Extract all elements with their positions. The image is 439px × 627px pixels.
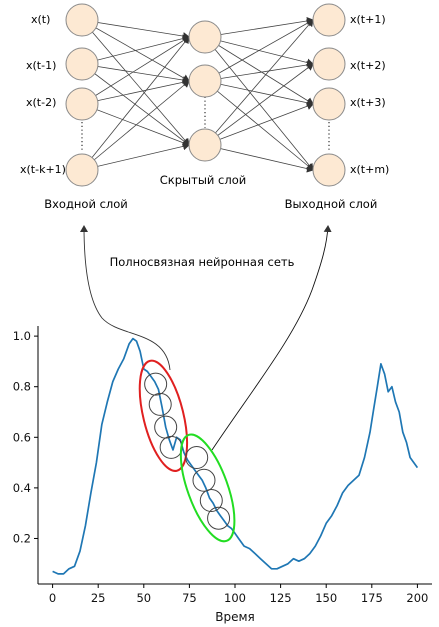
edge-input-2-hidden-2	[81, 103, 190, 147]
x-axis-label: Время	[215, 610, 255, 624]
output-window-arrow	[211, 225, 332, 451]
input-window-arrow	[80, 225, 171, 371]
y-tick-label-0.6: 0.6	[13, 430, 31, 444]
x-tick-label-100: 100	[224, 591, 246, 605]
network-nodes	[65, 3, 346, 187]
ellipsis-dots	[81, 93, 330, 152]
edge-input-3-hidden-1	[81, 80, 190, 171]
output-window-point-3	[207, 506, 231, 530]
input-label-3: x(t-k+1)	[20, 163, 66, 176]
output-label-0: x(t+1)	[350, 13, 386, 26]
edge-hidden-1-output-1	[204, 60, 314, 82]
edge-input-3-hidden-0	[81, 36, 190, 171]
y-tick-label-0.4: 0.4	[13, 481, 31, 495]
y-tick-label-0.8: 0.8	[13, 380, 31, 394]
time-series-chart: 0 25 50 75 100 125 150 175 200 0.2 0.4 0.6 0.8 1.0 Вр…	[13, 326, 432, 624]
edge-input-3-hidden-2	[81, 142, 190, 171]
output-label-3: x(t+m)	[350, 163, 389, 176]
output-node-2	[312, 87, 346, 121]
edge-input-1-hidden-1	[81, 63, 190, 85]
hidden-node-1	[188, 64, 222, 98]
x-tick-label-125: 125	[270, 591, 292, 605]
output-layer-label: Выходной слой	[285, 197, 378, 211]
network-connections	[81, 16, 314, 173]
input-node-1	[65, 47, 99, 81]
input-node-3	[65, 153, 99, 187]
edge-hidden-1-output-3	[204, 80, 314, 171]
output-node-0	[312, 3, 346, 37]
x-tick-label-25: 25	[91, 591, 106, 605]
x-tick-label-50: 50	[136, 591, 151, 605]
output-window-point-2	[199, 489, 223, 513]
input-node-2	[65, 87, 99, 121]
y-tick-label-0.2: 0.2	[13, 531, 31, 545]
x-tick-label-75: 75	[182, 591, 197, 605]
y-tick-label-1: 1.0	[13, 329, 31, 343]
output-window-ellipse	[179, 433, 236, 543]
output-node-3	[312, 153, 346, 187]
edge-hidden-2-output-0	[204, 19, 314, 146]
edge-hidden-2-output-3	[204, 144, 314, 173]
output-node-1	[312, 47, 346, 81]
input-window-point-3	[159, 435, 183, 459]
hidden-node-2	[188, 128, 222, 162]
output-label-2: x(t+3)	[350, 96, 386, 109]
input-label-0: x(t)	[31, 13, 50, 26]
chart-ticks: 0 25 50 75 100 125 150 175 200 0.2 0.4 0.6 0.8 1.0	[13, 329, 429, 605]
x-tick-label-200: 200	[406, 591, 428, 605]
edge-hidden-0-output-2	[204, 36, 314, 105]
hidden-layer-label: Скрытый слой	[160, 173, 246, 187]
hidden-node-0	[188, 20, 222, 54]
edge-hidden-0-output-0	[204, 16, 314, 38]
edge-input-2-hidden-0	[81, 36, 190, 105]
x-tick-label-150: 150	[315, 591, 337, 605]
output-window-point-1	[192, 468, 216, 492]
edge-hidden-1-output-0	[204, 19, 314, 82]
network-title: Полносвязная нейронная сеть	[110, 255, 295, 269]
output-window-point-0	[185, 446, 209, 470]
input-label-1: x(t-1)	[26, 59, 56, 72]
input-layer-label: Входной слой	[44, 197, 128, 211]
sliding-windows	[138, 359, 236, 543]
output-label-1: x(t+2)	[350, 59, 386, 72]
series-line	[52, 337, 419, 575]
edge-input-1-hidden-0	[81, 34, 190, 65]
edge-hidden-2-output-2	[204, 102, 314, 146]
input-node-0	[65, 3, 99, 37]
input-label-2: x(t-2)	[26, 96, 56, 109]
input-window-point-0	[144, 372, 168, 396]
input-window-point-1	[148, 392, 172, 416]
x-tick-label-0: 0	[49, 591, 56, 605]
edge-input-2-hidden-1	[81, 78, 190, 105]
x-tick-label-175: 175	[361, 591, 383, 605]
edge-input-1-hidden-2	[81, 63, 190, 146]
edge-hidden-0-output-3	[204, 36, 314, 171]
edge-hidden-2-output-1	[204, 63, 314, 146]
edge-input-0-hidden-2	[81, 19, 190, 146]
input-window-ellipse	[138, 359, 189, 472]
edge-input-0-hidden-0	[81, 19, 190, 41]
edge-hidden-1-output-2	[204, 80, 314, 107]
